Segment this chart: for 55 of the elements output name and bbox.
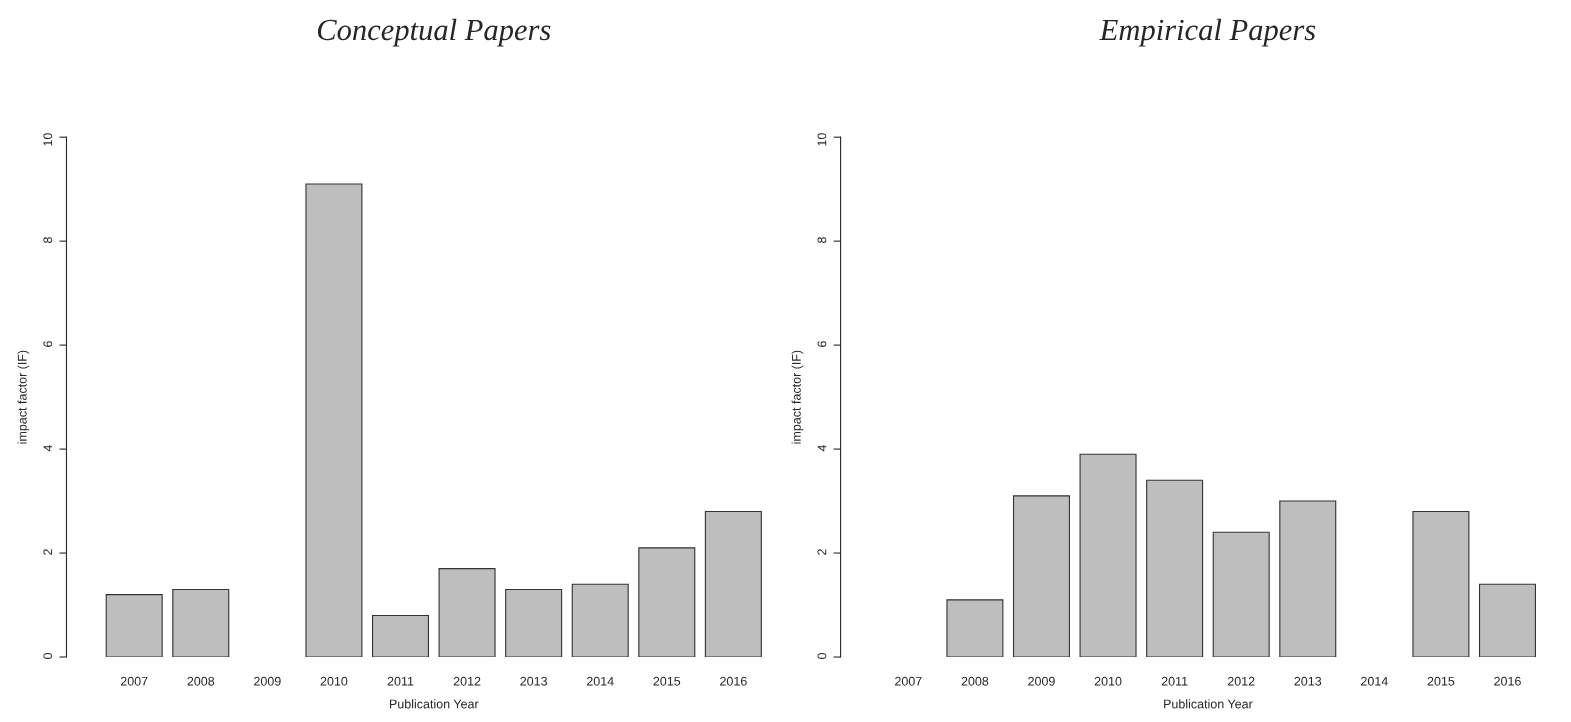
x-tick-label: 2010 bbox=[320, 676, 348, 686]
x-axis-title: Publication Year bbox=[1164, 699, 1253, 709]
bar bbox=[1146, 479, 1204, 658]
x-tick-label: 2012 bbox=[453, 676, 481, 686]
bar bbox=[172, 588, 230, 658]
x-tick-label: 2013 bbox=[520, 676, 547, 686]
y-tick-label: 4 bbox=[817, 444, 827, 452]
bar bbox=[1212, 531, 1270, 658]
x-axis-title: Publication Year bbox=[389, 699, 479, 709]
bar bbox=[105, 594, 163, 658]
x-tick-label: 2012 bbox=[1227, 676, 1255, 686]
bar bbox=[305, 183, 363, 658]
x-tick-label: 2015 bbox=[1427, 676, 1455, 686]
bar bbox=[371, 614, 430, 658]
x-tick-label: 2016 bbox=[1494, 676, 1521, 686]
bar bbox=[1279, 500, 1337, 658]
bar bbox=[505, 588, 563, 658]
x-tick-label: 2008 bbox=[187, 676, 215, 686]
x-tick-label: 2014 bbox=[1361, 676, 1388, 686]
y-axis-title: impact factor (IF) bbox=[791, 350, 804, 444]
chart-title: Empirical Papers bbox=[1099, 18, 1316, 47]
bar bbox=[638, 547, 696, 658]
bar bbox=[1012, 495, 1070, 658]
y-axis-title: impact factor (IF) bbox=[17, 350, 30, 444]
y-tick-label: 0 bbox=[817, 652, 827, 659]
x-tick-label: 2009 bbox=[1028, 676, 1055, 686]
x-tick-label: 2014 bbox=[586, 676, 614, 686]
y-tick-label: 6 bbox=[43, 341, 53, 347]
y-tick-label: 10 bbox=[43, 133, 53, 146]
y-tick-label: 2 bbox=[43, 549, 53, 555]
x-tick-label: 2015 bbox=[653, 676, 681, 686]
bar bbox=[1478, 583, 1537, 658]
y-tick-label: 6 bbox=[817, 341, 827, 347]
x-tick-label: 2011 bbox=[387, 676, 414, 686]
x-tick-label: 2007 bbox=[120, 676, 148, 686]
y-tick-label: 2 bbox=[817, 549, 827, 555]
bar bbox=[1412, 510, 1470, 658]
x-tick-label: 2011 bbox=[1161, 676, 1188, 686]
y-tick-label: 0 bbox=[43, 652, 53, 659]
x-tick-label: 2010 bbox=[1094, 676, 1122, 686]
x-tick-label: 2016 bbox=[720, 676, 747, 686]
x-tick-label: 2007 bbox=[895, 676, 922, 686]
y-tick-label: 4 bbox=[43, 444, 53, 452]
x-tick-label: 2013 bbox=[1294, 676, 1322, 686]
bar bbox=[1079, 453, 1137, 658]
y-tick-label: 8 bbox=[817, 237, 827, 244]
bar bbox=[946, 599, 1004, 658]
bar bbox=[438, 568, 496, 658]
y-tick-label: 8 bbox=[43, 237, 53, 244]
bar bbox=[571, 583, 629, 658]
x-tick-label: 2009 bbox=[254, 676, 281, 686]
y-tick-label: 10 bbox=[817, 133, 827, 146]
bar bbox=[704, 510, 762, 658]
chart-title: Conceptual Papers bbox=[317, 18, 551, 47]
x-tick-label: 2008 bbox=[961, 676, 989, 686]
